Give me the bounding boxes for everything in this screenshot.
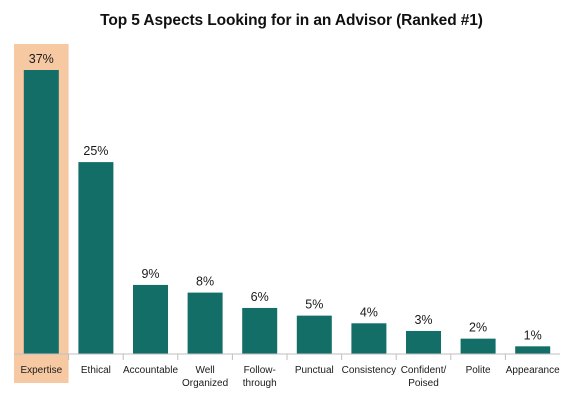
data-label: 25%: [83, 144, 108, 158]
x-tick-label: Accountable: [123, 365, 178, 376]
data-label: 3%: [414, 313, 432, 327]
data-label: 9%: [141, 267, 159, 281]
data-label: 1%: [524, 328, 542, 342]
x-tick-label: Consistency: [342, 365, 396, 376]
x-tick-label: Confident/Poised: [401, 365, 447, 389]
bar: [515, 346, 551, 354]
data-label: 8%: [196, 275, 214, 289]
data-label: 37%: [29, 52, 54, 66]
x-tick-label: Expertise: [20, 365, 62, 376]
data-label: 6%: [251, 290, 269, 304]
data-label: 5%: [305, 298, 323, 312]
bar: [23, 70, 59, 354]
bar: [351, 323, 387, 354]
bar: [406, 330, 441, 354]
bar: [133, 284, 168, 354]
bar: [78, 162, 114, 354]
bar: [460, 338, 496, 354]
x-tick-label: Punctual: [295, 365, 334, 376]
data-label: 4%: [360, 305, 378, 319]
bar: [187, 292, 223, 354]
bar: [242, 307, 278, 354]
x-tick-label: Appearance: [506, 365, 560, 376]
chart-title: Top 5 Aspects Looking for in an Advisor …: [100, 12, 483, 29]
x-tick-label: Follow-through: [243, 365, 277, 389]
x-tick-label: Polite: [466, 365, 491, 376]
x-tick-label: Ethical: [81, 365, 111, 376]
data-label: 2%: [469, 321, 487, 335]
x-tick-label: Well Organized: [182, 365, 228, 389]
bar: [296, 315, 332, 354]
